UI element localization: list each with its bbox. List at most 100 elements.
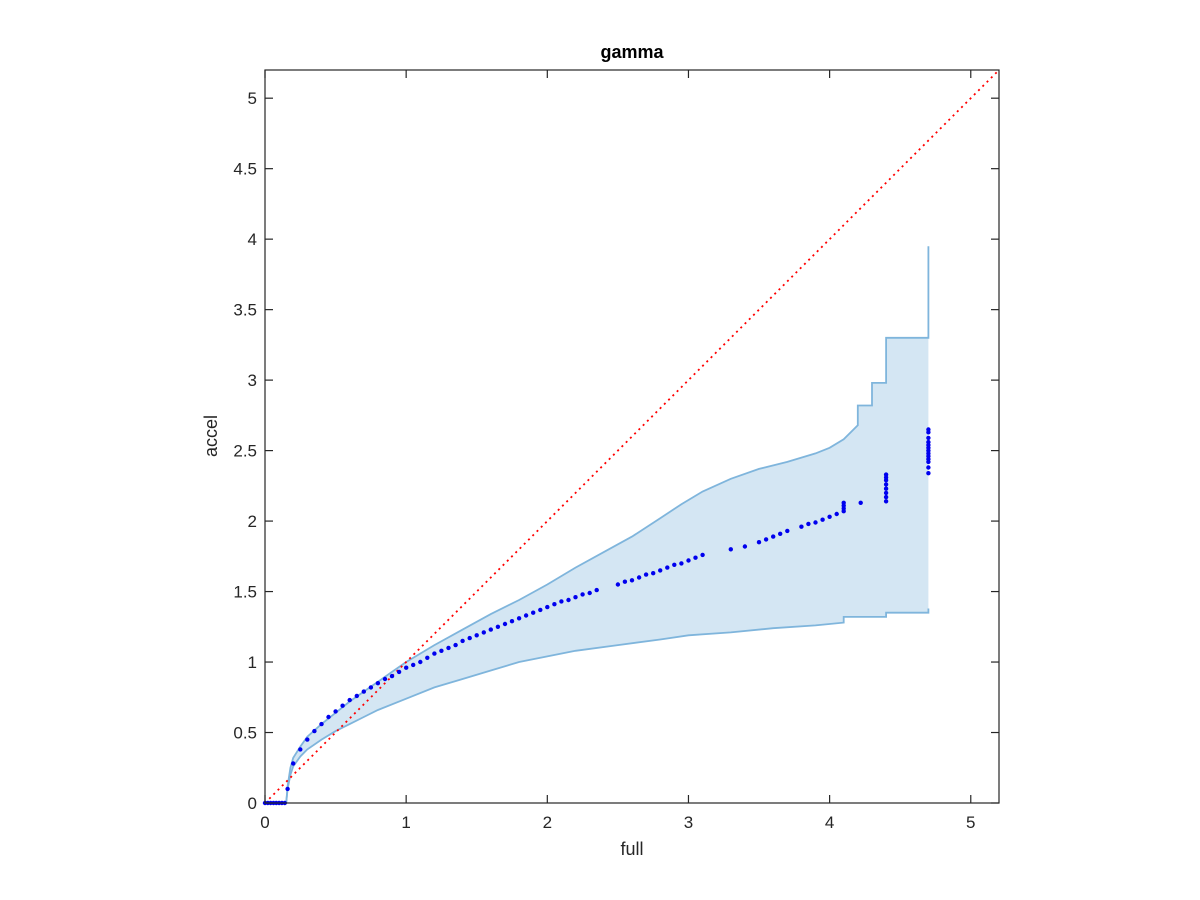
y-tick-label: 1.5 [233, 583, 257, 602]
data-point [679, 561, 684, 566]
data-point [502, 621, 508, 627]
data-point [460, 638, 465, 644]
plot-area: 0 1 2 3 4 5 0 0.5 1 1.5 2 2.5 3 3.5 4 4.5 5 [233, 69, 1000, 832]
data-point [411, 662, 416, 668]
data-point [926, 465, 931, 470]
data-point [858, 500, 863, 505]
band-upper-edge [285, 246, 930, 804]
data-point [615, 582, 621, 587]
data-point [841, 500, 846, 505]
y-tick-label: 2 [248, 512, 257, 531]
x-tick-label: 5 [966, 813, 975, 832]
data-point [404, 665, 409, 670]
data-point [834, 511, 839, 517]
data-point [629, 578, 635, 583]
data-point [375, 681, 381, 686]
data-point [728, 547, 733, 552]
data-point [594, 587, 599, 593]
band-lower-edge [285, 608, 930, 804]
data-point [446, 645, 451, 651]
data-point [926, 471, 931, 476]
data-point [333, 709, 338, 714]
data-point [580, 592, 585, 597]
x-tick-label: 0 [260, 813, 269, 832]
data-point [686, 558, 691, 563]
data-point [347, 697, 352, 703]
chart-title: gamma [600, 42, 664, 62]
data-point [883, 482, 889, 487]
data-point [813, 520, 818, 525]
y-tick-label: 0 [248, 794, 257, 813]
data-point [883, 486, 889, 491]
data-point [566, 597, 571, 603]
data-point [319, 721, 324, 727]
data-point [354, 693, 359, 699]
data-point [658, 568, 663, 573]
data-point [481, 630, 486, 635]
y-tick-label: 0.5 [233, 724, 257, 743]
data-point [883, 490, 889, 496]
data-point [439, 648, 444, 653]
y-tick-label: 2.5 [233, 442, 257, 461]
data-point [785, 528, 790, 534]
data-point [806, 521, 811, 527]
data-point [778, 531, 783, 536]
data-point [883, 472, 889, 477]
x-tick-label: 1 [401, 813, 410, 832]
data-point [509, 619, 515, 624]
data-point [883, 499, 889, 504]
data-point [552, 602, 557, 607]
y-tick-label: 3.5 [233, 301, 257, 320]
x-tick-label: 3 [684, 813, 693, 832]
data-point [389, 673, 395, 679]
data-point [305, 737, 310, 742]
data-point [827, 514, 832, 519]
data-point [756, 540, 762, 545]
data-point [326, 714, 331, 720]
data-point [573, 595, 578, 600]
data-point [926, 435, 931, 441]
data-point [538, 607, 543, 613]
data-point [587, 590, 592, 596]
data-point [622, 579, 628, 584]
data-point [495, 624, 501, 629]
data-point [396, 669, 402, 675]
data-point [291, 761, 296, 766]
data-point [285, 786, 290, 792]
data-point [488, 627, 493, 632]
y-tick-label: 1 [248, 653, 257, 672]
data-point [382, 676, 388, 682]
y-axis-label: accel [201, 415, 221, 457]
reference-line [264, 69, 1000, 804]
data-point [820, 517, 825, 522]
data-point [425, 655, 430, 660]
data-point [474, 633, 479, 638]
data-point [368, 685, 374, 690]
data-point [742, 544, 748, 549]
data-point [340, 703, 345, 708]
confidence-band [286, 246, 929, 803]
data-point [418, 659, 423, 665]
data-point [771, 534, 776, 539]
x-tick-label: 4 [825, 813, 834, 832]
x-tick-label: 2 [543, 813, 552, 832]
data-point [926, 439, 931, 445]
data-point [926, 427, 931, 432]
x-axis-label: full [620, 839, 643, 859]
data-point [672, 562, 677, 567]
data-point [467, 635, 472, 641]
y-tick-label: 4.5 [233, 160, 257, 179]
data-point [665, 565, 670, 570]
data-point [312, 728, 317, 734]
data-point [432, 651, 437, 656]
data-point [531, 610, 536, 615]
data-point [636, 575, 642, 580]
data-point [643, 572, 649, 577]
data-point [763, 537, 769, 542]
data-point [651, 571, 656, 576]
y-tick-label: 4 [248, 230, 257, 249]
data-point [799, 524, 804, 529]
y-tick-label: 3 [248, 371, 257, 390]
data-point [516, 616, 522, 621]
